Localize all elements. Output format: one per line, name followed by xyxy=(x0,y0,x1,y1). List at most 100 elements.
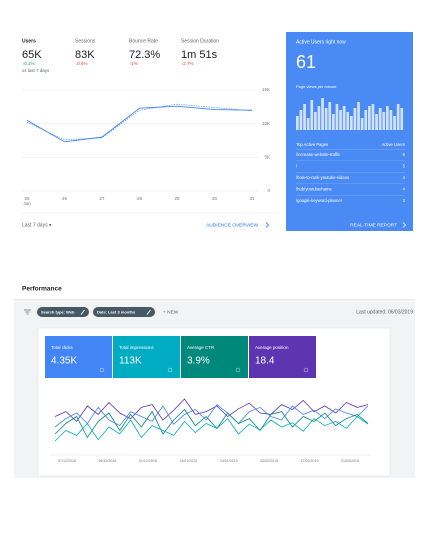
page-users: 4 xyxy=(403,187,406,192)
bar xyxy=(353,108,357,130)
metric-card[interactable] xyxy=(249,336,316,378)
page-path[interactable]: /google-keyword-planner xyxy=(296,198,343,203)
page-users: 3 xyxy=(403,198,406,203)
page-path[interactable]: /increase-website-traffic xyxy=(296,152,340,157)
metric-card[interactable] xyxy=(113,336,180,378)
metric-label[interactable]: Bounce Rate xyxy=(129,38,158,44)
metric-value: 83K xyxy=(75,49,95,61)
x-tick-label: 01/03/2019 xyxy=(341,459,359,463)
metric-value: 4.35K xyxy=(51,356,77,367)
metric-value: 72.3% xyxy=(129,49,160,61)
bar xyxy=(324,108,328,130)
x-tick-label: 31 xyxy=(249,196,255,201)
filter-icon[interactable] xyxy=(24,309,31,315)
new-filter[interactable]: + NEW xyxy=(163,310,179,316)
bar xyxy=(386,106,389,130)
x-tick-label: 26 xyxy=(62,196,68,201)
bar xyxy=(389,110,393,130)
bar xyxy=(299,110,303,130)
page-users: 5 xyxy=(403,164,406,169)
filter-chip-label: Search type: Web xyxy=(41,309,75,314)
bar xyxy=(396,104,400,130)
x-tick-label: 24/01/2019 xyxy=(220,459,238,463)
y-tick-label: 5K xyxy=(264,155,270,160)
metric-card[interactable] xyxy=(181,336,248,378)
bar xyxy=(332,114,335,130)
metric-label: Average CTR xyxy=(187,345,215,350)
bar xyxy=(371,104,375,130)
chevron[interactable] xyxy=(265,222,270,228)
line xyxy=(54,404,369,428)
bar xyxy=(342,106,346,130)
bar xyxy=(303,104,306,130)
line xyxy=(26,103,253,141)
page-users: 6 xyxy=(403,152,406,157)
x-tick-label: 30 xyxy=(212,196,218,201)
x-tick-label: 17/02/2019 xyxy=(301,459,319,463)
link[interactable]: REAL-TIME REPORT xyxy=(350,222,397,228)
bar xyxy=(296,116,299,130)
filter-chip[interactable] xyxy=(37,307,89,317)
link[interactable]: AUDIENCE OVERVIEW xyxy=(206,222,258,228)
metric-value: 18.4 xyxy=(255,356,275,367)
x-tick-label: 29 xyxy=(174,196,180,201)
chevron[interactable] xyxy=(402,222,407,228)
x-sublabel: Jun xyxy=(23,201,31,206)
help-icon xyxy=(99,367,105,373)
comparison: vs last 7 days xyxy=(22,68,50,73)
metric-label[interactable]: Sessions xyxy=(75,38,96,44)
x-tick-label: 27 xyxy=(99,196,105,201)
x-tick-label: 05/02/2019 xyxy=(260,459,278,463)
help-icon xyxy=(303,367,309,373)
x-tick-label: 07/12/2018 xyxy=(58,459,76,463)
line xyxy=(26,105,253,143)
edit-icon[interactable] xyxy=(146,309,151,315)
bar xyxy=(335,104,339,130)
page-path[interactable]: /how-to-rank-youtube-videos xyxy=(296,175,349,180)
range-select[interactable]: Last 7 days ▾ xyxy=(22,222,52,228)
metric-label[interactable]: Session Duration xyxy=(181,38,219,44)
x-tick-label: 16/12/2018 xyxy=(98,459,116,463)
metric-change: ↑0.1% xyxy=(22,61,35,66)
metric-value: 1m 51s xyxy=(181,49,218,61)
metric-value: 113K xyxy=(119,356,142,367)
help-icon xyxy=(235,367,241,373)
x-tick-label: 28 xyxy=(137,196,143,201)
line xyxy=(54,398,369,423)
bar xyxy=(368,106,371,130)
bar xyxy=(378,108,382,130)
realtime-panel xyxy=(286,32,413,231)
bar xyxy=(382,112,386,130)
y-tick-label: 15K xyxy=(262,87,270,92)
bar xyxy=(364,110,368,130)
metric-card[interactable] xyxy=(45,336,112,378)
realtime-value: 61 xyxy=(296,52,316,72)
metric-label[interactable]: Users xyxy=(22,38,36,44)
x-tick-label: 25 xyxy=(24,196,30,201)
realtime-title: Active Users right now xyxy=(296,39,346,45)
edit-icon[interactable] xyxy=(80,309,85,315)
help-icon xyxy=(167,367,173,373)
bar xyxy=(357,102,360,130)
metric-label: Total impressions xyxy=(119,345,155,350)
metric-label: Average position xyxy=(255,345,289,350)
pages-header: Top Active Pages xyxy=(296,142,328,147)
y-tick-label: 0 xyxy=(267,188,270,193)
page-path[interactable]: /hub/youtube/name xyxy=(296,187,333,192)
metric-label: Total clicks xyxy=(51,345,74,350)
metric-change: ↓0.6% xyxy=(75,61,88,66)
users-header: Active Users xyxy=(381,142,405,147)
bar xyxy=(321,98,324,130)
filter-chip[interactable] xyxy=(93,307,155,317)
bar xyxy=(393,116,396,130)
x-tick-label: 31/12/2018 xyxy=(139,459,157,463)
bar xyxy=(375,114,378,130)
metric-value: 65K xyxy=(22,49,42,61)
y-tick-label: 10K xyxy=(262,121,270,126)
pageviews-label: Page views per minute xyxy=(296,84,337,89)
page-path[interactable]: / xyxy=(296,164,298,169)
bar xyxy=(310,100,314,130)
last-updated: Last updated: 06/03/2019 xyxy=(356,310,413,316)
filter-chip-label: Date: Last 3 months xyxy=(97,309,136,314)
x-tick-label: 13/01/2019 xyxy=(179,459,197,463)
